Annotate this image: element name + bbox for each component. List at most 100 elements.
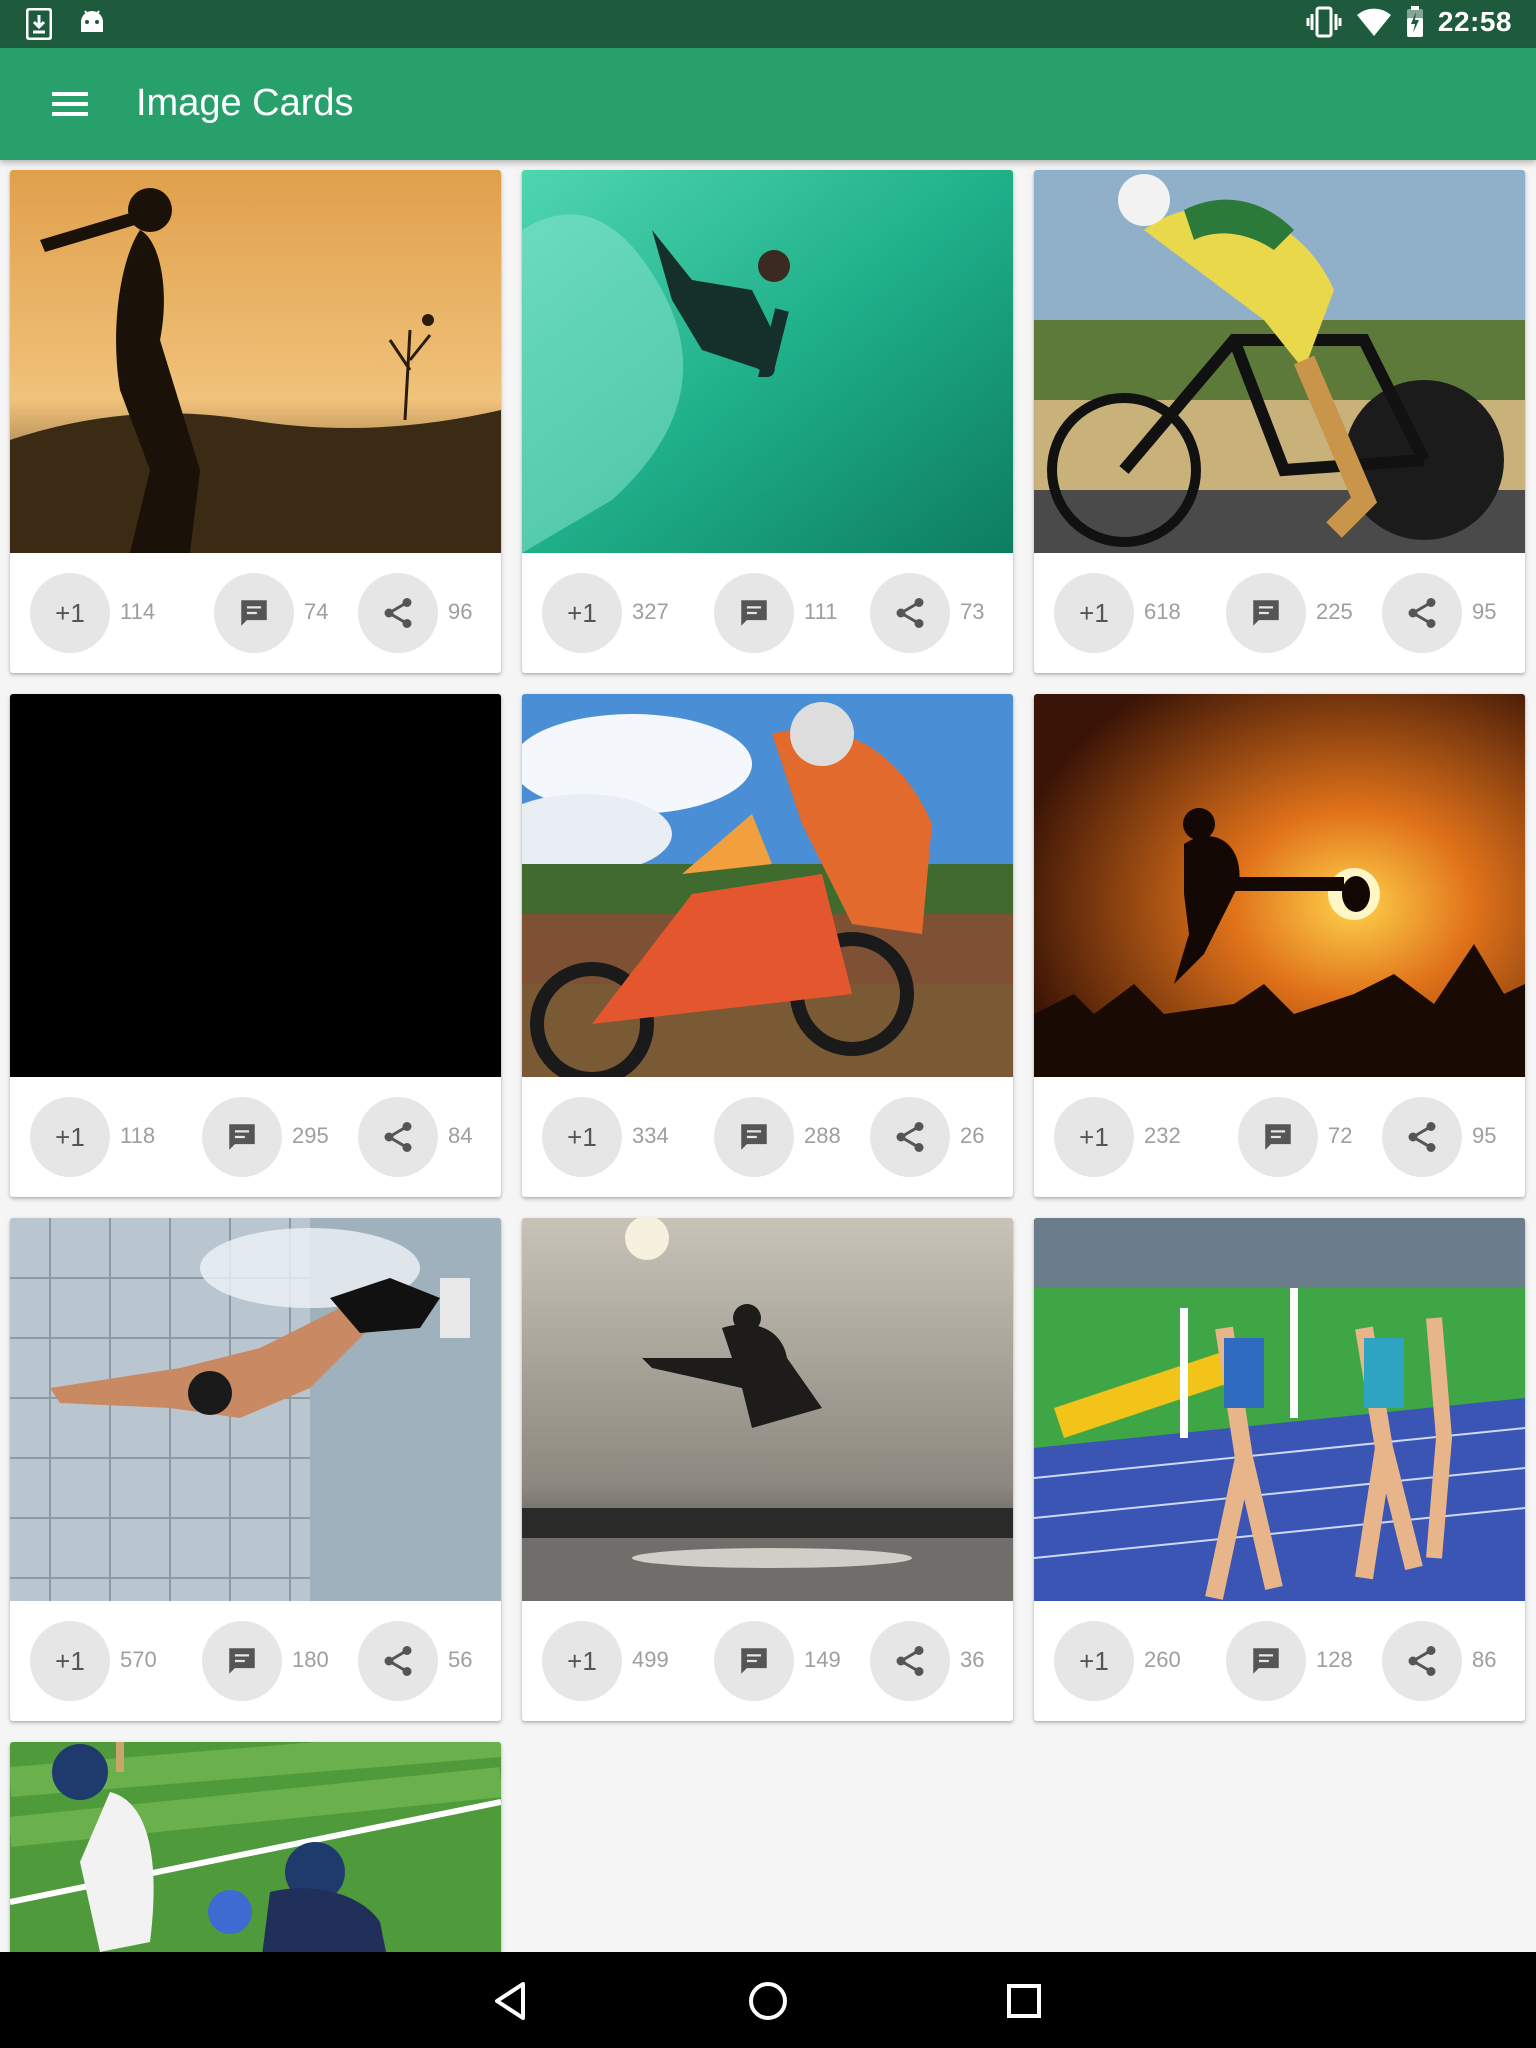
home-icon[interactable] [743,1976,793,2026]
comment-count: 74 [304,599,329,624]
share-button[interactable] [870,573,950,653]
comment-count: 288 [804,1123,841,1148]
share-icon [384,1122,412,1152]
share-button[interactable] [358,1621,438,1701]
share-count: 84 [448,1123,473,1148]
share-button[interactable] [870,1621,950,1701]
share-count: 56 [448,1647,473,1672]
card-image[interactable] [1034,170,1525,553]
image-card: +1 570 180 56 [10,1218,501,1721]
comment-button[interactable] [714,1097,794,1177]
comment-button[interactable] [1226,573,1306,653]
plus-one-count: 114 [120,599,156,624]
plus-one-count: 570 [120,1647,157,1672]
card-actions: +1 114 74 96 [10,553,501,673]
card-actions: +1 260 128 86 [1034,1601,1525,1721]
comment-button[interactable] [214,573,294,653]
card-grid[interactable]: +1 114 74 96 +1 327 [0,160,1536,1952]
share-icon [896,598,924,628]
card-image[interactable] [1034,1218,1525,1601]
image-card: +1 260 128 86 [1034,1218,1525,1721]
comment-button[interactable] [1226,1621,1306,1701]
plus-one-label: +1 [567,597,597,628]
plus-one-label: +1 [1079,597,1109,628]
image-card: +1 118 295 84 [10,694,501,1197]
card-image[interactable] [10,1742,501,1952]
back-icon[interactable] [487,1976,537,2026]
comment-icon [1265,1124,1291,1150]
plus-one-button[interactable]: +1 [1054,1097,1134,1177]
share-button[interactable] [1382,573,1462,653]
share-button[interactable] [358,573,438,653]
comment-button[interactable] [714,573,794,653]
comment-icon [741,1124,767,1150]
comment-count: 149 [804,1647,841,1672]
card-image[interactable] [1034,694,1525,1077]
share-icon [384,1646,412,1676]
image-card: +1 334 288 26 [522,694,1013,1197]
plus-one-button[interactable]: +1 [542,1621,622,1701]
app-bar: Image Cards [0,48,1536,160]
card-actions: +1 118 295 84 [10,1077,501,1197]
comment-count: 295 [292,1123,329,1148]
comment-icon [741,600,767,626]
card-image[interactable] [10,1218,501,1601]
share-icon [1408,1122,1436,1152]
download-icon [26,8,52,40]
plus-one-button[interactable]: +1 [542,573,622,653]
card-image[interactable] [10,170,501,553]
share-icon [896,1122,924,1152]
plus-one-label: +1 [567,1121,597,1152]
plus-one-button[interactable]: +1 [1054,573,1134,653]
image-card: +1 232 72 95 [1034,694,1525,1197]
comment-button[interactable] [714,1621,794,1701]
comment-count: 225 [1316,599,1353,624]
card-actions: +1 499 149 36 [522,1601,1013,1721]
page-title: Image Cards [136,82,354,124]
comment-icon [1253,600,1279,626]
comment-count: 128 [1316,1647,1353,1672]
comment-icon [741,1648,767,1674]
plus-one-button[interactable]: +1 [30,1621,110,1701]
plus-one-button[interactable]: +1 [30,573,110,653]
comment-button[interactable] [202,1621,282,1701]
plus-one-label: +1 [567,1645,597,1676]
menu-icon[interactable] [46,84,94,124]
card-image[interactable] [10,694,501,1077]
comment-icon [229,1124,255,1150]
plus-one-button[interactable]: +1 [1054,1621,1134,1701]
share-button[interactable] [1382,1097,1462,1177]
plus-one-count: 260 [1144,1647,1181,1672]
plus-one-button[interactable]: +1 [30,1097,110,1177]
card-image[interactable] [522,694,1013,1077]
share-count: 26 [960,1123,985,1148]
comment-button[interactable] [1238,1097,1318,1177]
card-image[interactable] [522,170,1013,553]
share-icon [1408,1646,1436,1676]
plus-one-count: 618 [1144,599,1181,624]
plus-one-button[interactable]: +1 [542,1097,622,1177]
image-card: +1 327 111 73 [522,170,1013,673]
plus-one-count: 118 [120,1123,156,1148]
share-icon [1408,598,1436,628]
plus-one-label: +1 [1079,1645,1109,1676]
share-count: 36 [960,1647,985,1672]
card-actions: +1 618 225 95 [1034,553,1525,673]
image-card: +1 618 225 95 [1034,170,1525,673]
recents-icon[interactable] [999,1976,1049,2026]
plus-one-count: 499 [632,1647,669,1672]
share-icon [384,598,412,628]
share-button[interactable] [870,1097,950,1177]
share-count: 86 [1472,1647,1497,1672]
clock: 22:58 [1437,6,1512,37]
comment-button[interactable] [202,1097,282,1177]
image-card: +1 499 149 36 [522,1218,1013,1721]
card-image[interactable] [522,1218,1013,1601]
share-button[interactable] [1382,1621,1462,1701]
status-bar: 22:58 [0,0,1536,48]
plus-one-count: 334 [632,1123,669,1148]
card-actions: +1 232 72 95 [1034,1077,1525,1197]
share-button[interactable] [358,1097,438,1177]
plus-one-label: +1 [55,1645,85,1676]
image-card: +1 114 74 96 [10,170,501,673]
